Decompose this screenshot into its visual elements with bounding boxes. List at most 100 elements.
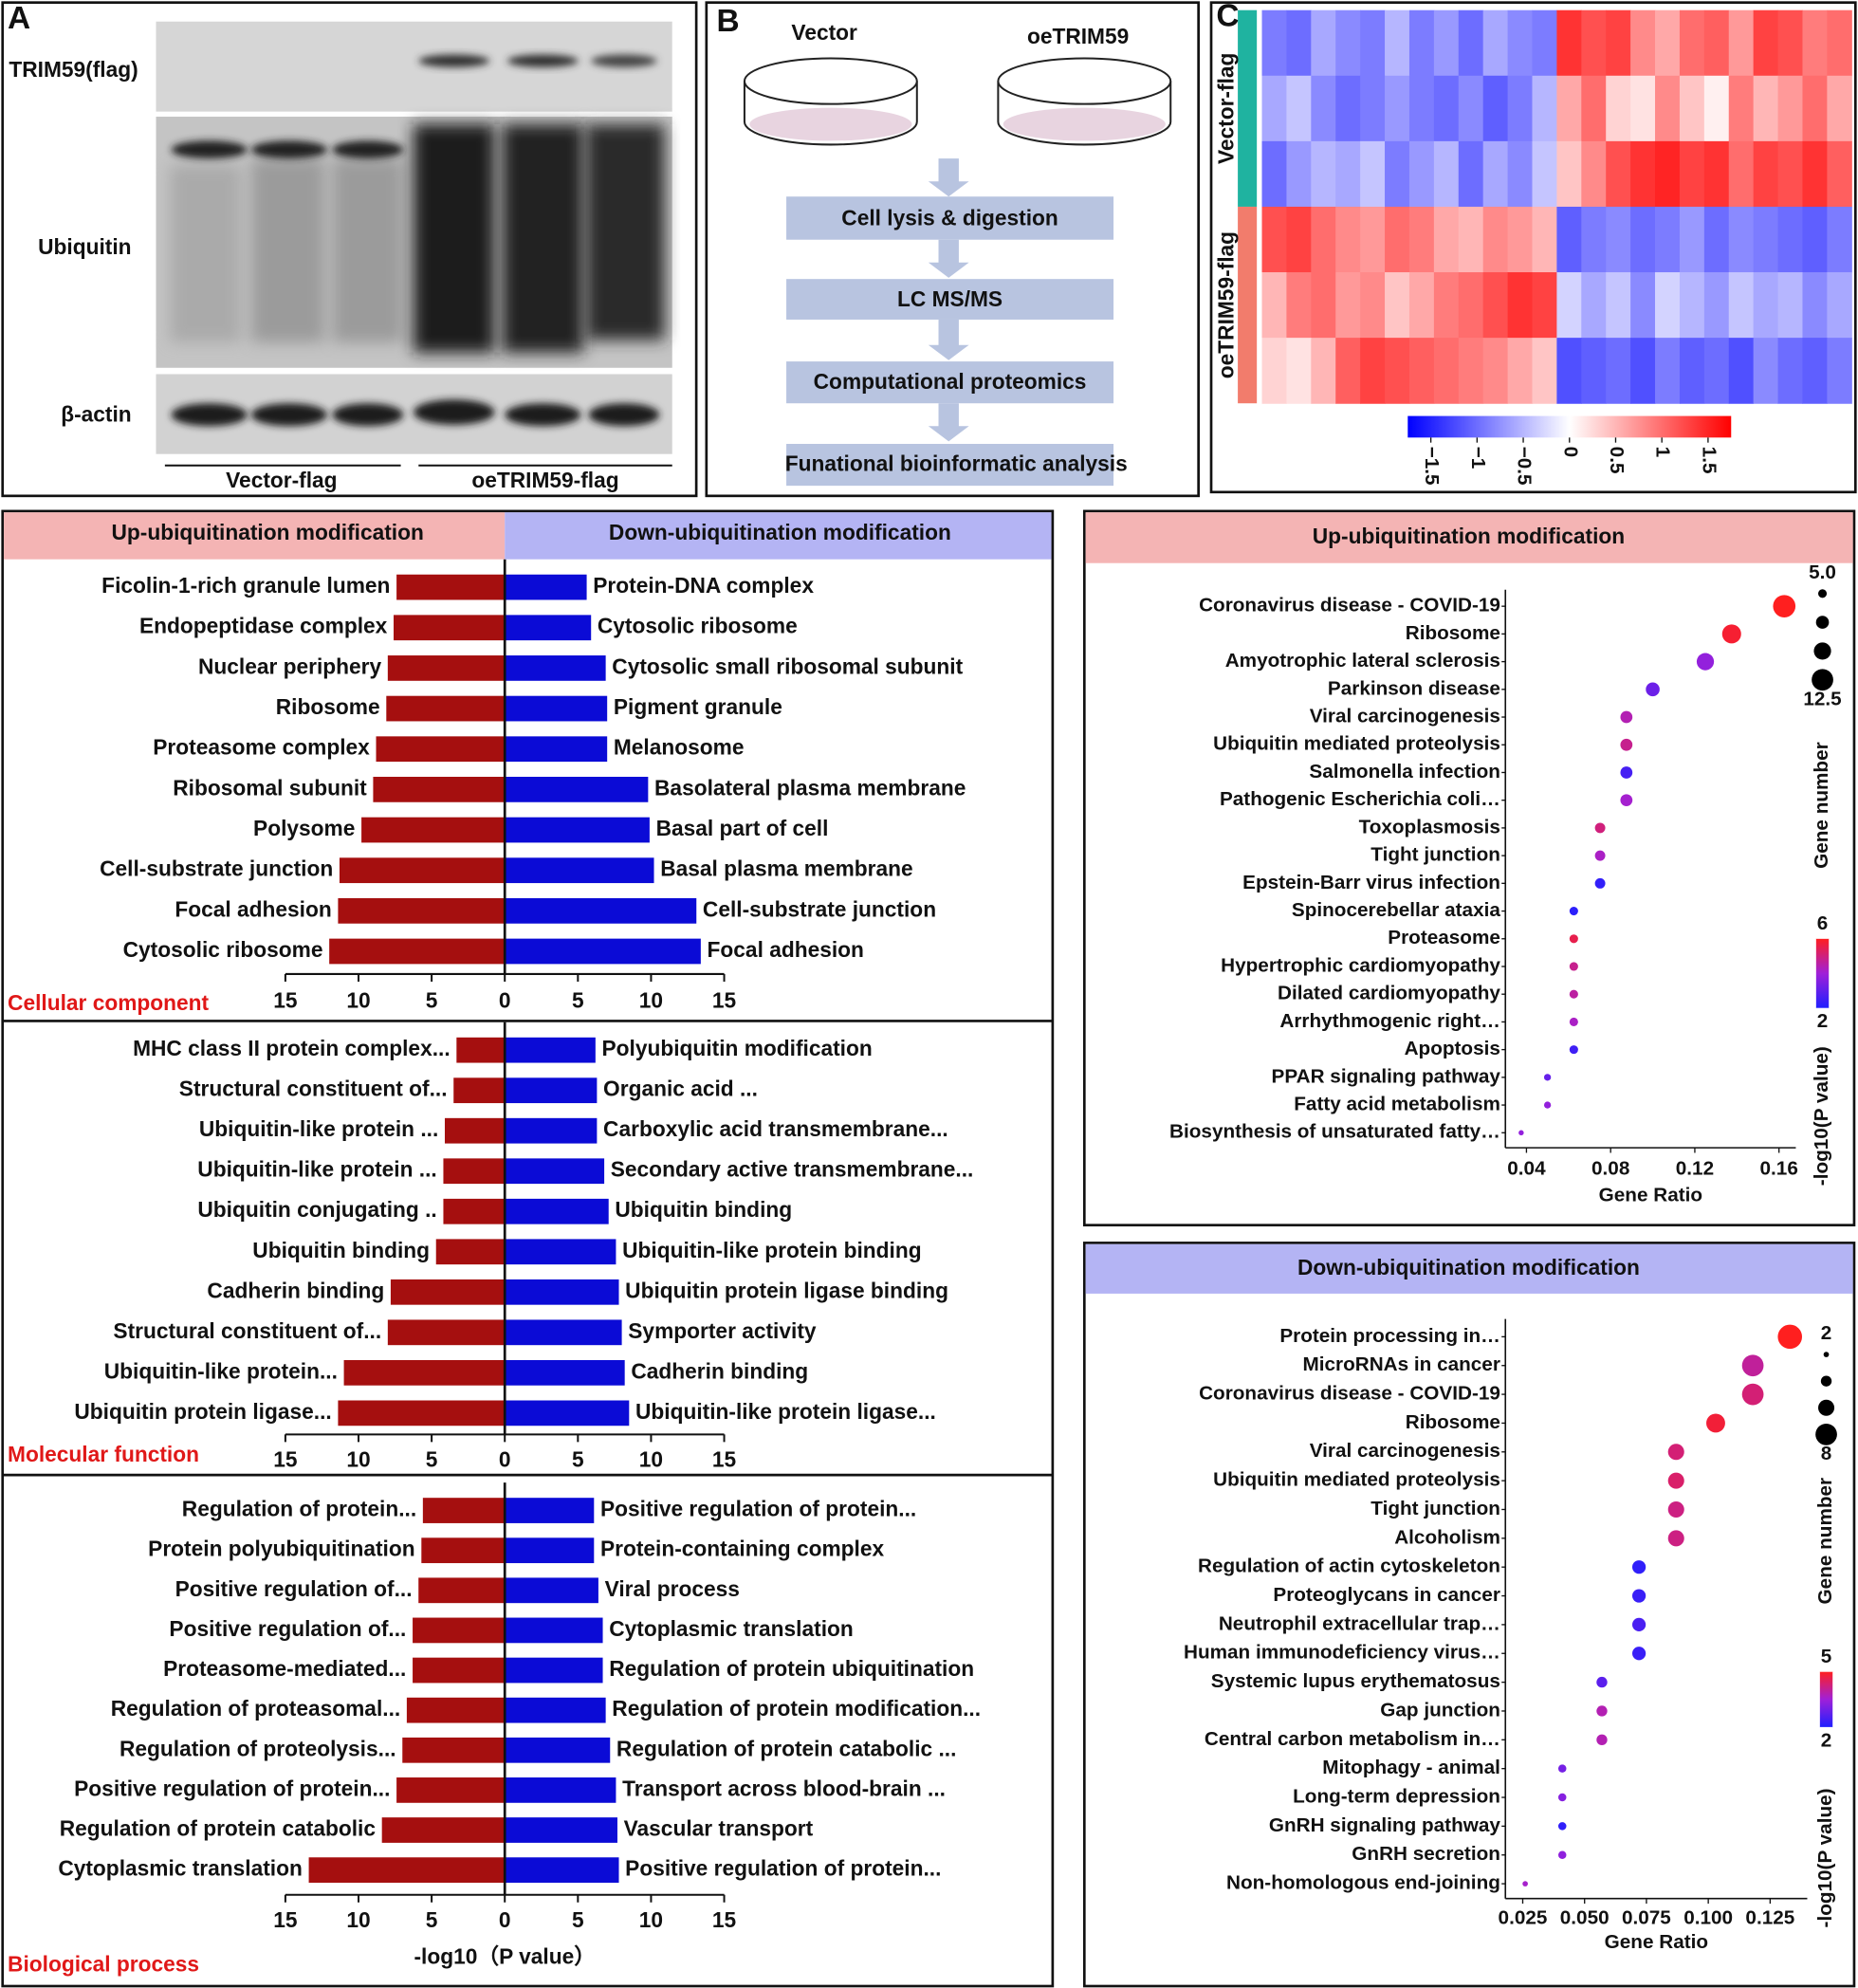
heatmap-cell: [1532, 338, 1557, 404]
bar-label: Polysome: [253, 816, 355, 840]
bar-label: Endopeptidase complex: [139, 614, 388, 638]
blot-strip: [156, 21, 672, 112]
size-legend-dot: [1815, 616, 1830, 629]
bar-label: Proteasome complex: [153, 735, 370, 760]
heatmap-cell: [1360, 272, 1386, 339]
y-tick-label: Human immunodeficiency virus…: [1184, 1642, 1500, 1664]
bar: [505, 777, 649, 802]
dot: [1569, 907, 1578, 916]
heatmap-cell: [1777, 206, 1804, 273]
y-tick-label: Ribosome: [1406, 622, 1500, 644]
x-tick-label: 10: [639, 987, 663, 1012]
blot-smear: [585, 124, 665, 341]
heatmap-cell: [1753, 206, 1779, 273]
heatmap-cell: [1679, 272, 1705, 339]
dot: [1706, 1413, 1725, 1433]
bar-label: Structural constituent of...: [179, 1077, 448, 1101]
step-box: [786, 361, 1114, 404]
bar-label: Organic acid ...: [603, 1077, 758, 1101]
y-tick-label: Dilated cardiomyopathy: [1278, 983, 1500, 1004]
bar: [505, 1737, 611, 1763]
y-tick-label: MicroRNAs in cancer: [1302, 1353, 1499, 1375]
bar: [456, 1037, 506, 1063]
heatmap-cell: [1728, 140, 1755, 208]
dish: [997, 57, 1172, 146]
workflow: B Vector oeTRIM59 Cell lysis & digestion…: [717, 4, 1172, 487]
x-axis-label: Gene Ratio: [1599, 1184, 1702, 1206]
bar-label: Cytosolic small ribosomal subunit: [612, 653, 963, 678]
blot-band: [591, 54, 657, 67]
blot-band: [332, 403, 404, 427]
size-legend-dot: [1818, 1399, 1835, 1416]
heatmap-cell: [1507, 338, 1534, 404]
heatmap-cell: [1385, 206, 1410, 273]
heatmap-cell: [1556, 272, 1582, 339]
y-tick-label: Protein processing in…: [1279, 1325, 1500, 1347]
bar: [505, 897, 697, 924]
bar: [505, 1657, 603, 1684]
series-header: [4, 512, 506, 560]
bar: [386, 695, 506, 722]
bar: [373, 777, 506, 802]
heatmap-cell: [1532, 75, 1557, 142]
x-tick-label: 0.125: [1745, 1907, 1794, 1929]
colorbar-tick-label: −1.5: [1421, 447, 1443, 486]
y-tick-label: Parkinson disease: [1328, 677, 1500, 699]
bar: [413, 1657, 506, 1684]
step-box: [786, 444, 1114, 487]
size-legend-dot: [1817, 589, 1828, 598]
blot-band: [250, 403, 328, 427]
y-tick-label: Apoptosis: [1405, 1038, 1500, 1059]
y-tick-label: Mitophagy - animal: [1322, 1757, 1500, 1778]
dot: [1667, 1530, 1684, 1547]
heatmap-cell: [1360, 338, 1386, 404]
heatmap-cell: [1777, 272, 1804, 339]
bar: [505, 574, 587, 600]
bar-label: Cytosolic ribosome: [598, 614, 798, 638]
bar: [505, 1697, 606, 1723]
heatmap-cell: [1408, 272, 1435, 339]
x-tick-label: 5: [426, 1907, 438, 1932]
bar: [453, 1077, 506, 1104]
dot: [1569, 989, 1578, 999]
dot: [1594, 850, 1606, 861]
bar: [505, 615, 592, 641]
heatmap-cell: [1728, 338, 1755, 404]
heatmap-cell: [1311, 140, 1336, 208]
heatmap-cell: [1433, 140, 1460, 208]
colorbar-tick-label: −0.5: [1514, 447, 1536, 486]
bar: [505, 695, 608, 722]
heatmap-cell: [1606, 140, 1631, 208]
bar-label: Protein-DNA complex: [593, 573, 814, 598]
blot-band: [413, 399, 495, 425]
blot-row-label: TRIM59(flag): [9, 57, 138, 82]
bar: [406, 1697, 506, 1723]
group-strip: [1238, 206, 1258, 404]
bar: [505, 1198, 609, 1224]
dot: [1741, 1354, 1764, 1377]
x-tick-label: 0.12: [1676, 1157, 1714, 1179]
heatmap-cell: [1311, 206, 1336, 273]
bar-label: Cytoplasmic translation: [58, 1856, 303, 1881]
blot-band: [171, 140, 248, 159]
heatmap-cell: [1261, 338, 1287, 404]
heatmap-cell: [1482, 272, 1509, 339]
size-legend-dot: [1823, 1352, 1830, 1357]
heatmap-cell: [1335, 140, 1361, 208]
bar: [381, 1817, 506, 1843]
bar-label: Ubiquitin conjugating ..: [197, 1197, 436, 1222]
heatmap-cell: [1827, 206, 1852, 273]
bar: [396, 1777, 506, 1803]
y-tick-label: Toxoplasmosis: [1359, 816, 1500, 838]
bar: [376, 736, 506, 763]
bar: [390, 1279, 506, 1305]
bar: [387, 1319, 506, 1346]
bar-label: Focal adhesion: [175, 896, 331, 921]
heatmap-cell: [1630, 9, 1656, 77]
heatmap-cell: [1703, 75, 1730, 142]
heatmap-cell: [1630, 140, 1656, 208]
x-tick-label: 5: [572, 1446, 584, 1471]
dot: [1569, 1045, 1578, 1055]
y-tick-label: Epstein-Barr virus infection: [1242, 872, 1500, 893]
heatmap-cell: [1385, 140, 1410, 208]
